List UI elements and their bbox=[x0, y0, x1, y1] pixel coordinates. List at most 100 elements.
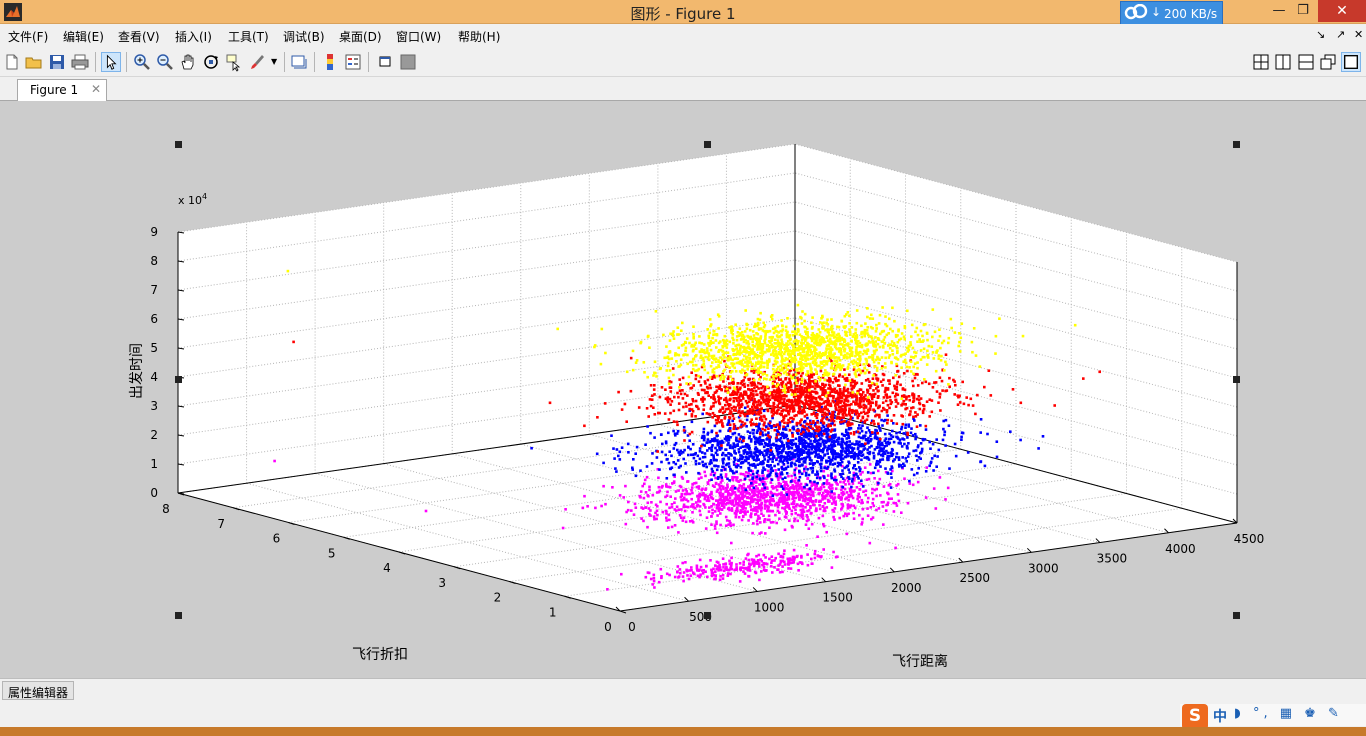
menu-desktop[interactable]: 桌面(D) bbox=[339, 30, 382, 44]
data-cursor-icon[interactable] bbox=[224, 52, 244, 72]
data-point bbox=[812, 411, 816, 414]
data-point bbox=[699, 375, 702, 379]
data-point bbox=[931, 442, 935, 446]
rotate-3d-icon[interactable] bbox=[201, 52, 221, 72]
dock-icon[interactable]: ↘ bbox=[1316, 28, 1326, 41]
data-point bbox=[821, 434, 824, 437]
tab-figure-1[interactable]: Figure 1 ✕ bbox=[17, 79, 107, 101]
tab-label: Figure 1 bbox=[30, 83, 79, 97]
pointer-icon[interactable] bbox=[101, 52, 121, 72]
menu-edit[interactable]: 编辑(E) bbox=[63, 30, 104, 44]
data-point bbox=[945, 389, 949, 392]
tile-icon[interactable] bbox=[1251, 52, 1271, 72]
maximize-icon[interactable] bbox=[1341, 52, 1361, 72]
figure-canvas[interactable]: 0 500 1000 1500 2000 2500 3000 3500 4000 4500 0 1 2 3… bbox=[0, 101, 1366, 678]
pan-hand-icon[interactable] bbox=[178, 52, 198, 72]
scatter3d-chart[interactable]: 0500100015002000250030003500400045000123… bbox=[0, 101, 1366, 678]
data-point bbox=[899, 383, 902, 387]
data-point bbox=[710, 496, 714, 500]
data-point bbox=[776, 504, 779, 507]
menu-help[interactable]: 帮助(H) bbox=[458, 30, 501, 44]
data-point bbox=[799, 399, 802, 403]
data-point bbox=[845, 399, 849, 402]
data-point bbox=[734, 493, 738, 497]
data-point bbox=[668, 486, 672, 489]
data-point bbox=[837, 399, 841, 402]
data-point bbox=[787, 390, 790, 393]
data-point bbox=[752, 509, 755, 512]
data-point bbox=[751, 470, 754, 473]
data-point bbox=[743, 382, 746, 386]
data-point bbox=[691, 483, 694, 486]
data-point bbox=[846, 464, 850, 467]
menu-view[interactable]: 查看(V) bbox=[118, 30, 160, 44]
hide-plot-tools-icon[interactable] bbox=[375, 52, 395, 72]
data-point bbox=[749, 431, 752, 435]
data-point bbox=[794, 476, 797, 480]
data-point bbox=[839, 364, 843, 368]
data-point bbox=[760, 392, 763, 396]
show-plot-tools-icon[interactable] bbox=[398, 52, 418, 72]
data-point bbox=[832, 394, 835, 398]
data-point bbox=[665, 516, 668, 520]
link-plot-icon[interactable] bbox=[289, 52, 309, 72]
data-point bbox=[873, 383, 877, 386]
float-icon[interactable] bbox=[1318, 52, 1338, 72]
data-point bbox=[730, 509, 734, 512]
print-icon[interactable] bbox=[70, 52, 90, 72]
data-point bbox=[790, 524, 794, 528]
colorbar-icon[interactable] bbox=[320, 52, 340, 72]
data-point bbox=[890, 361, 893, 365]
legend-icon[interactable] bbox=[343, 52, 363, 72]
data-point bbox=[856, 411, 859, 414]
menu-insert[interactable]: 插入(I) bbox=[175, 30, 212, 44]
data-point bbox=[694, 399, 698, 403]
data-point bbox=[819, 465, 823, 469]
data-point bbox=[861, 369, 865, 373]
maximize-button[interactable]: ❐ bbox=[1297, 3, 1309, 18]
undock-icon[interactable]: ↗ bbox=[1336, 28, 1346, 41]
data-point bbox=[530, 446, 533, 450]
data-point bbox=[840, 418, 843, 422]
save-icon[interactable] bbox=[47, 52, 67, 72]
network-speed-widget[interactable]: ↓ 200 KB/s bbox=[1120, 1, 1223, 25]
open-file-icon[interactable] bbox=[24, 52, 44, 72]
close-button[interactable]: ✕ bbox=[1318, 0, 1366, 22]
menu-tools[interactable]: 工具(T) bbox=[228, 30, 269, 44]
data-point bbox=[786, 484, 790, 488]
data-point bbox=[867, 436, 870, 440]
close-figure-icon[interactable]: ✕ bbox=[1354, 28, 1364, 41]
top-bottom-icon[interactable] bbox=[1296, 52, 1316, 72]
brush-icon[interactable] bbox=[247, 52, 267, 72]
menu-debug[interactable]: 调试(B) bbox=[283, 30, 325, 44]
tab-close-icon[interactable]: ✕ bbox=[91, 82, 102, 96]
data-point bbox=[866, 507, 869, 510]
data-point bbox=[795, 384, 799, 388]
data-point bbox=[847, 498, 850, 502]
data-point bbox=[725, 435, 728, 438]
data-point bbox=[751, 472, 755, 476]
data-point bbox=[807, 399, 811, 403]
data-point bbox=[730, 556, 733, 560]
data-point bbox=[931, 351, 935, 354]
data-point bbox=[721, 465, 724, 469]
brush-dropdown-icon[interactable]: ▼ bbox=[271, 57, 278, 66]
menu-window[interactable]: 窗口(W) bbox=[396, 30, 442, 44]
data-point bbox=[824, 391, 828, 394]
data-point bbox=[731, 414, 735, 418]
data-point bbox=[841, 472, 845, 475]
minimize-button[interactable]: — bbox=[1272, 3, 1286, 18]
data-point bbox=[727, 441, 730, 445]
data-point bbox=[816, 413, 819, 416]
zoom-out-icon[interactable] bbox=[155, 52, 175, 72]
data-point bbox=[615, 448, 619, 451]
left-right-icon[interactable] bbox=[1273, 52, 1293, 72]
data-point bbox=[677, 395, 680, 399]
data-point bbox=[887, 497, 891, 501]
data-point bbox=[860, 523, 863, 526]
menu-file[interactable]: 文件(F) bbox=[8, 30, 49, 44]
data-point bbox=[938, 476, 942, 479]
zoom-in-icon[interactable] bbox=[132, 52, 152, 72]
data-point bbox=[729, 565, 733, 568]
new-figure-icon[interactable] bbox=[2, 52, 22, 72]
